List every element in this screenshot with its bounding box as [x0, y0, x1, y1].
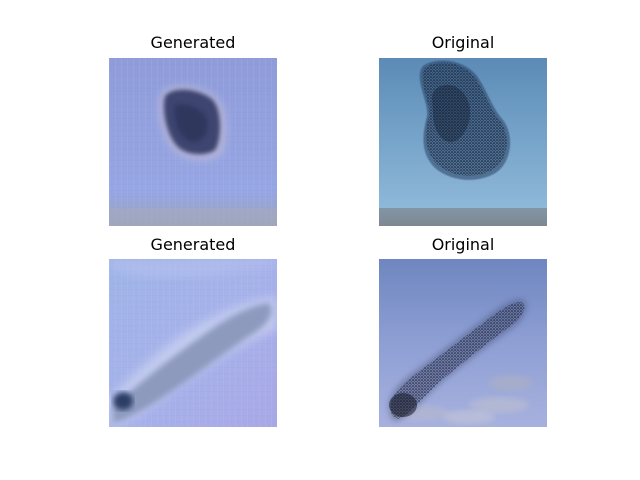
- panel-4-image: [379, 259, 547, 427]
- panel-4-title: Original: [431, 235, 495, 254]
- panel-2-title: Original: [431, 33, 495, 52]
- panel-2-image: [379, 58, 547, 226]
- panel-1-image: [109, 58, 277, 226]
- panel-3-image: [109, 259, 277, 427]
- panel-3-title: Generated: [150, 235, 236, 254]
- panel-1-title: Generated: [150, 33, 236, 52]
